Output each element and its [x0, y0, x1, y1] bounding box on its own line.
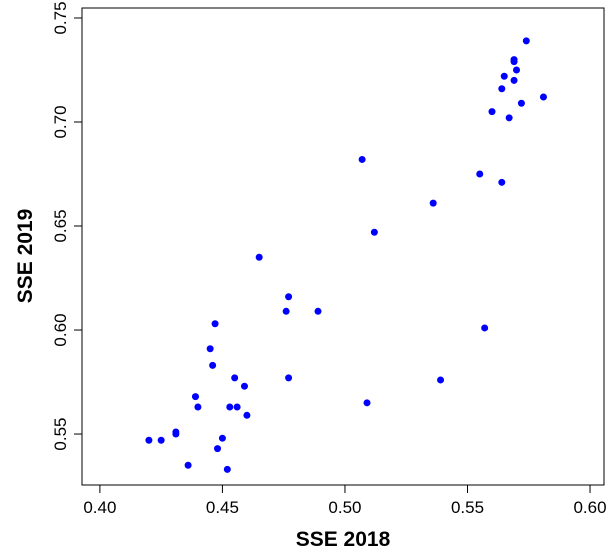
- point: [314, 307, 322, 315]
- point: [214, 445, 222, 453]
- point: [522, 37, 530, 45]
- x-tick-label: 0.40: [83, 498, 116, 517]
- point: [145, 436, 153, 444]
- point: [488, 108, 496, 116]
- point: [505, 114, 513, 122]
- point: [498, 178, 506, 186]
- point: [240, 382, 248, 390]
- point: [191, 393, 199, 401]
- point: [285, 374, 293, 382]
- point: [243, 411, 251, 419]
- point: [513, 66, 521, 74]
- point: [157, 436, 165, 444]
- y-tick-label: 0.75: [51, 1, 70, 34]
- y-tick-label: 0.60: [51, 313, 70, 346]
- point: [370, 228, 378, 236]
- plot-frame: [81, 7, 605, 486]
- point: [498, 85, 506, 93]
- y-axis-label: SSE 2019: [14, 209, 37, 304]
- point: [510, 58, 518, 66]
- y-tick-label: 0.70: [51, 105, 70, 138]
- point: [437, 376, 445, 384]
- point: [363, 399, 371, 407]
- x-tick-label: 0.45: [206, 498, 239, 517]
- point: [510, 76, 518, 84]
- point: [184, 461, 192, 469]
- point: [481, 324, 489, 332]
- point: [194, 403, 202, 411]
- point: [231, 374, 239, 382]
- point: [517, 99, 525, 107]
- point: [539, 93, 547, 101]
- point: [358, 155, 366, 163]
- x-tick-label: 0.50: [328, 498, 361, 517]
- point: [223, 465, 231, 473]
- point: [500, 72, 508, 80]
- y-tick-label: 0.55: [51, 417, 70, 450]
- x-tick-label: 0.60: [573, 498, 606, 517]
- x-tick-label: 0.55: [451, 498, 484, 517]
- point: [282, 307, 290, 315]
- point: [209, 361, 217, 369]
- y-tick-label: 0.65: [51, 209, 70, 242]
- point: [218, 434, 226, 442]
- x-axis-label: SSE 2018: [296, 528, 391, 551]
- point: [429, 199, 437, 207]
- point: [172, 430, 180, 438]
- point: [285, 293, 293, 301]
- point: [476, 170, 484, 178]
- point: [255, 253, 263, 261]
- point: [226, 403, 234, 411]
- point: [211, 320, 219, 328]
- point: [233, 403, 241, 411]
- point: [206, 345, 214, 353]
